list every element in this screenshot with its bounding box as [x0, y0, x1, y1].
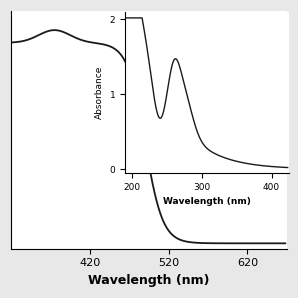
Y-axis label: Absorbance: Absorbance — [95, 66, 104, 119]
X-axis label: Wavelength (nm): Wavelength (nm) — [88, 274, 210, 287]
X-axis label: Wavelength (nm): Wavelength (nm) — [163, 197, 251, 206]
